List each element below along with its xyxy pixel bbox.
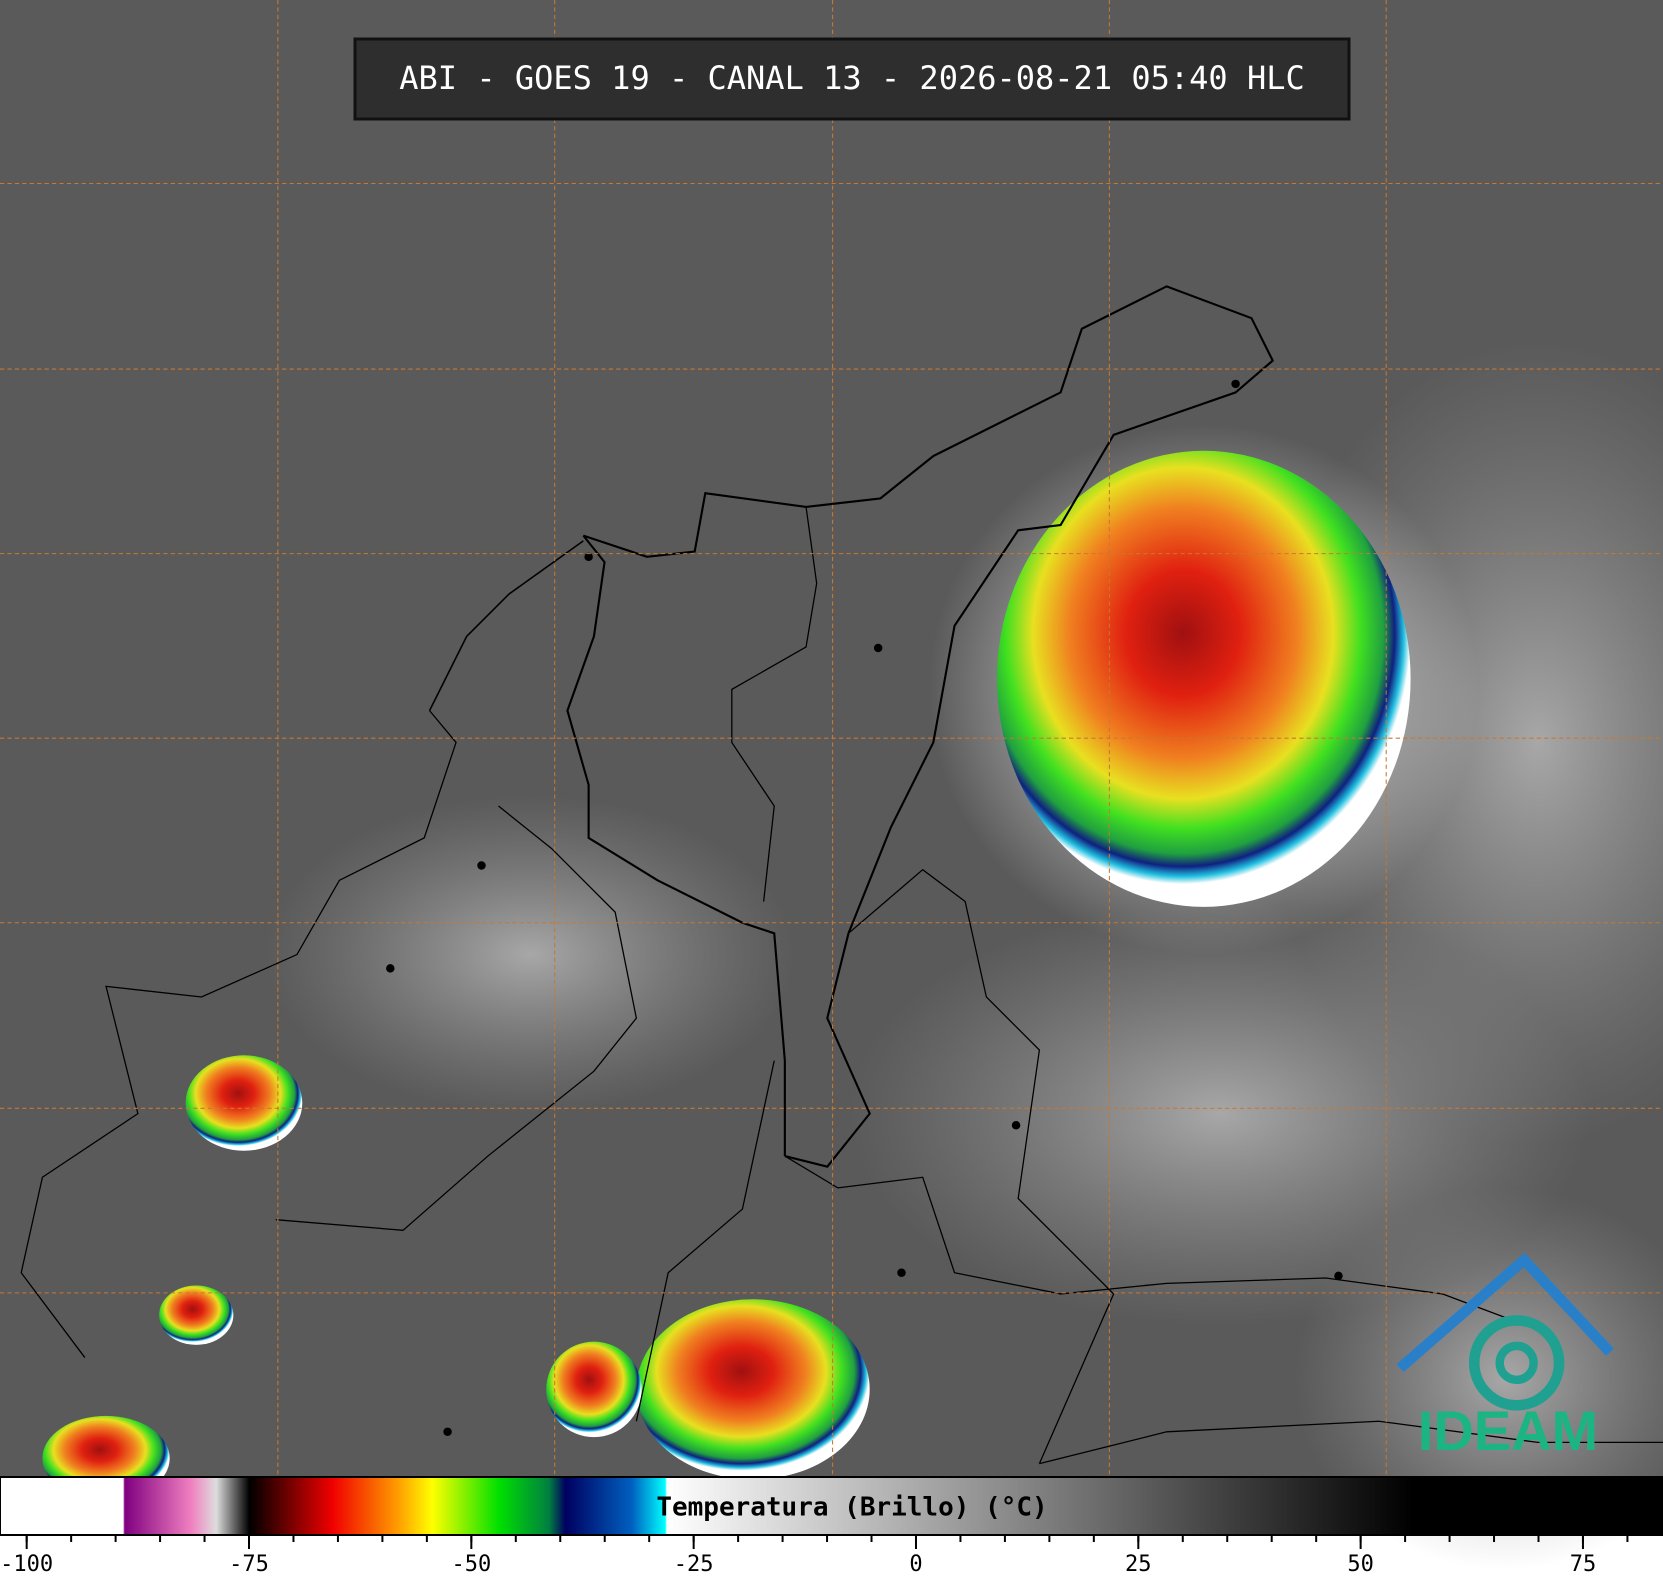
title-box: [353, 37, 1351, 121]
tick-label: 50: [1347, 1552, 1374, 1577]
title: ABI - GOES 19 - CANAL 13 - 2026-08-21 05…: [399, 59, 1304, 97]
tick-label: -100: [0, 1552, 53, 1577]
tick-label: -75: [229, 1552, 269, 1577]
tick-label: 0: [909, 1552, 922, 1577]
tick-label: -50: [451, 1552, 491, 1577]
graticule: [0, 0, 1663, 1478]
tick-label: 25: [1125, 1552, 1152, 1577]
tick-label: 75: [1570, 1552, 1597, 1577]
colorbar-axis: -100 -75 -50 -25 0 25 50 75: [0, 1535, 1629, 1577]
tick-label: -25: [674, 1552, 714, 1577]
logo: [1396, 1252, 1614, 1411]
logo-text: IDEAM: [1418, 1399, 1598, 1462]
colorbar-label: Temperatura (Brillo) (°C): [656, 1493, 1047, 1523]
colorbar: [0, 1476, 1663, 1536]
